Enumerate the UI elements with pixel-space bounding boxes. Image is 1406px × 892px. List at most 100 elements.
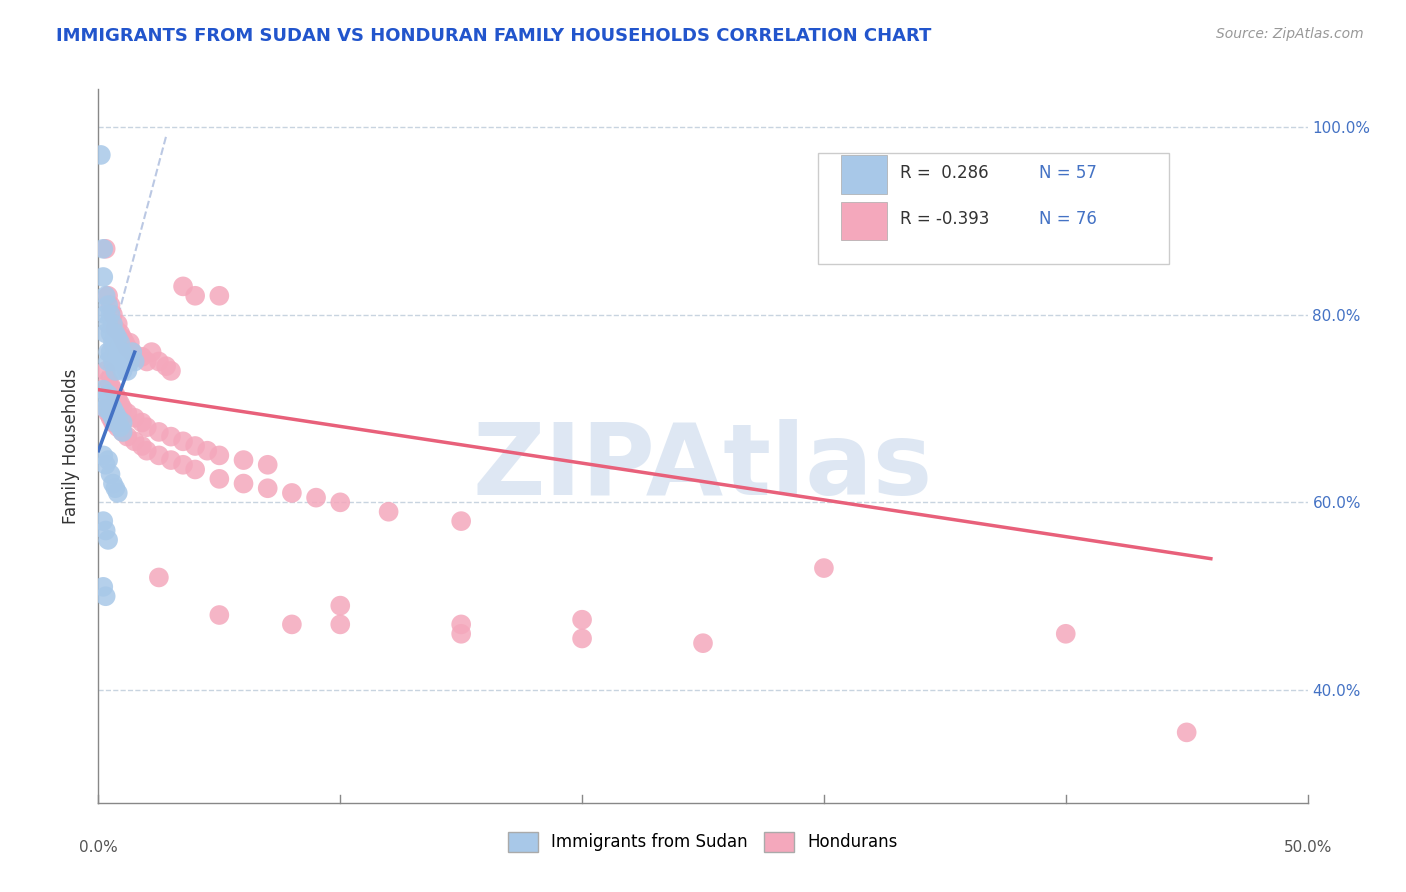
Point — [117, 364, 139, 378]
Point — [100, 397, 122, 411]
Point — [90, 148, 112, 162]
Point — [571, 632, 593, 646]
Point — [281, 617, 304, 632]
Point — [101, 354, 124, 368]
Point — [114, 350, 136, 364]
Point — [97, 406, 120, 420]
Point — [135, 354, 157, 368]
Point — [101, 401, 124, 416]
Point — [329, 495, 352, 509]
Point — [97, 298, 120, 312]
Point — [107, 317, 129, 331]
Point — [692, 636, 714, 650]
Point — [121, 345, 143, 359]
Point — [94, 289, 117, 303]
Text: Source: ZipAtlas.com: Source: ZipAtlas.com — [1216, 27, 1364, 41]
Point — [155, 359, 177, 374]
Point — [94, 364, 117, 378]
Point — [813, 561, 835, 575]
Point — [91, 242, 114, 256]
Point — [184, 439, 207, 453]
Point — [256, 458, 278, 472]
Point — [232, 453, 254, 467]
Point — [131, 439, 153, 453]
Point — [97, 401, 120, 416]
Point — [450, 627, 472, 641]
Point — [91, 383, 114, 397]
Point — [148, 570, 170, 584]
Point — [117, 406, 139, 420]
Point — [100, 406, 122, 420]
Point — [160, 364, 183, 378]
Point — [104, 321, 127, 335]
Point — [108, 354, 131, 368]
Point — [329, 617, 352, 632]
Point — [111, 425, 134, 439]
Point — [104, 364, 127, 378]
Point — [135, 443, 157, 458]
Point — [124, 434, 146, 449]
Point — [97, 373, 120, 387]
Point — [208, 472, 231, 486]
Point — [100, 326, 122, 341]
FancyBboxPatch shape — [841, 202, 887, 241]
Text: 50.0%: 50.0% — [1284, 840, 1331, 855]
Point — [91, 514, 114, 528]
Point — [111, 331, 134, 345]
Point — [184, 462, 207, 476]
Point — [1054, 627, 1077, 641]
Point — [97, 453, 120, 467]
Point — [107, 392, 129, 406]
Point — [114, 335, 136, 350]
Point — [107, 331, 129, 345]
Point — [94, 401, 117, 416]
Point — [108, 326, 131, 341]
Point — [117, 340, 139, 354]
Point — [141, 345, 163, 359]
Point — [1175, 725, 1198, 739]
Point — [104, 406, 127, 420]
Point — [104, 481, 127, 495]
Point — [97, 533, 120, 547]
Y-axis label: Family Households: Family Households — [62, 368, 80, 524]
FancyBboxPatch shape — [818, 153, 1168, 264]
Point — [104, 416, 127, 430]
Point — [108, 335, 131, 350]
Point — [172, 458, 194, 472]
Point — [101, 308, 124, 322]
Point — [101, 335, 124, 350]
Point — [111, 425, 134, 439]
Point — [232, 476, 254, 491]
Point — [184, 289, 207, 303]
Point — [100, 298, 122, 312]
Point — [104, 345, 127, 359]
Point — [104, 326, 127, 341]
Point — [97, 354, 120, 368]
Point — [117, 429, 139, 443]
Point — [305, 491, 328, 505]
Point — [172, 434, 194, 449]
Point — [100, 345, 122, 359]
Text: 0.0%: 0.0% — [79, 840, 118, 855]
Point — [107, 420, 129, 434]
Point — [100, 308, 122, 322]
Point — [121, 345, 143, 359]
Point — [329, 599, 352, 613]
Point — [450, 617, 472, 632]
Point — [148, 354, 170, 368]
Point — [94, 242, 117, 256]
Point — [107, 350, 129, 364]
Point — [94, 392, 117, 406]
Point — [111, 416, 134, 430]
Text: R = -0.393: R = -0.393 — [900, 211, 990, 228]
Text: R =  0.286: R = 0.286 — [900, 164, 988, 182]
Point — [111, 401, 134, 416]
Point — [97, 387, 120, 401]
Point — [108, 420, 131, 434]
Point — [101, 410, 124, 425]
Point — [100, 467, 122, 482]
Point — [148, 425, 170, 439]
Point — [208, 607, 231, 622]
Point — [94, 524, 117, 538]
Point — [94, 308, 117, 322]
